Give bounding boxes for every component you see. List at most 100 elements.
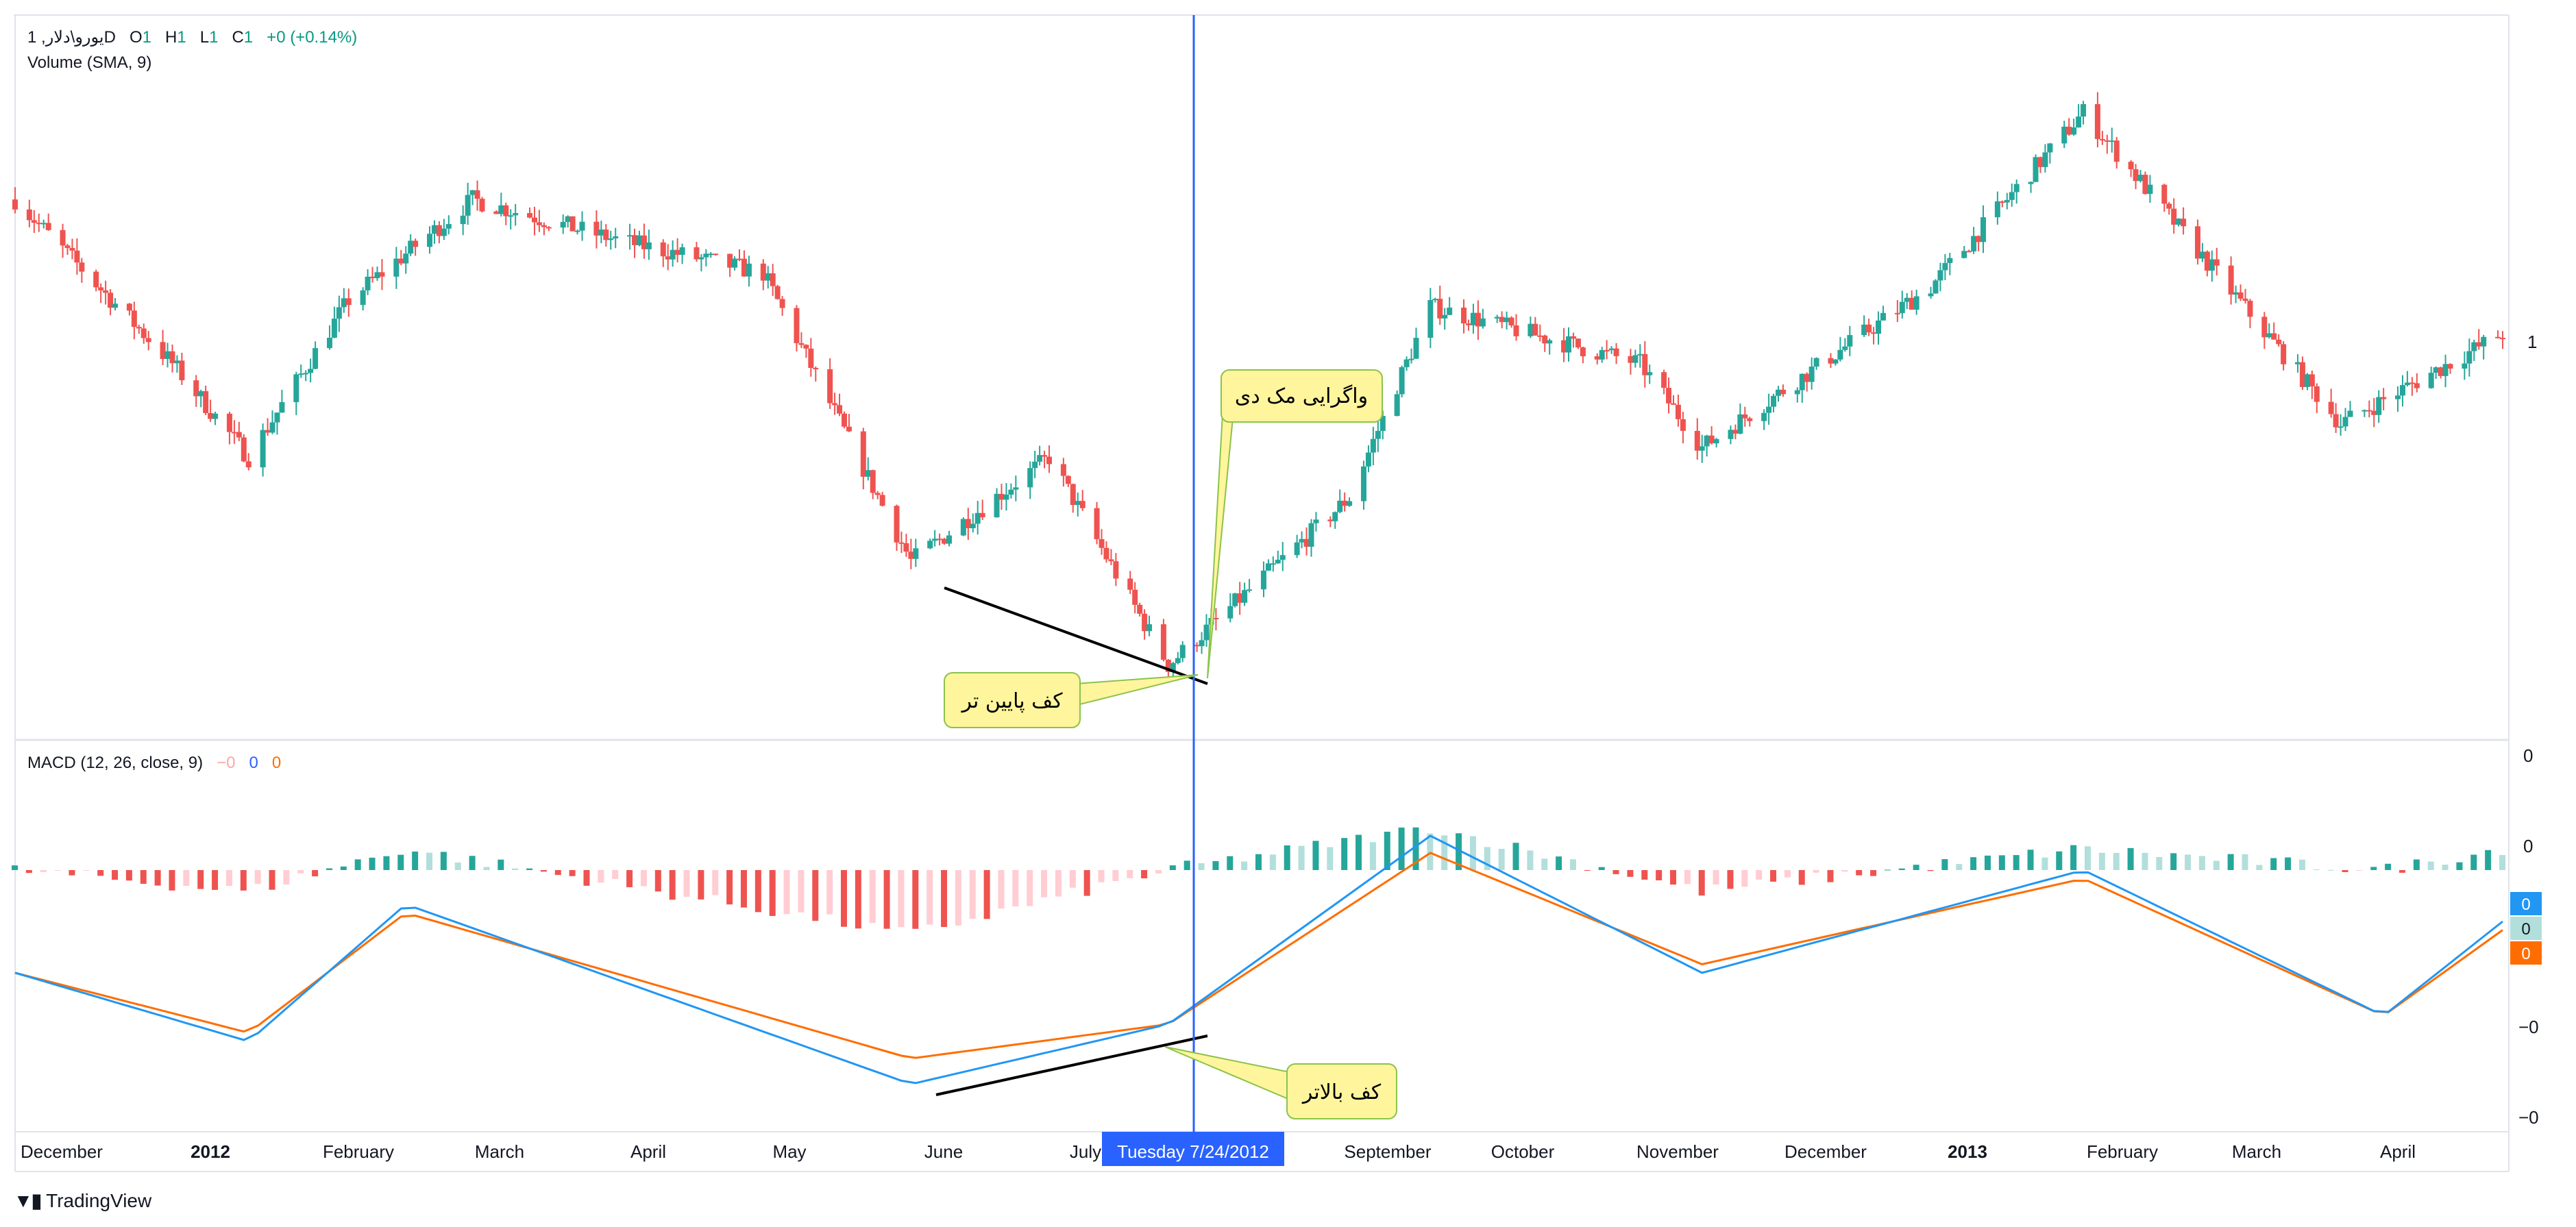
candle-body [1642, 354, 1648, 375]
candle-body [1199, 640, 1205, 647]
candle-body [1137, 604, 1143, 614]
candle-body [93, 271, 99, 288]
histogram-bar [2013, 855, 2020, 870]
histogram-bar [2456, 862, 2463, 870]
histogram-bar [1913, 865, 1919, 870]
candle-body [632, 235, 638, 245]
candle-body [465, 195, 471, 216]
candle-body [69, 247, 75, 251]
callout-higher-low[interactable]: کف بالاتر [1164, 1046, 1397, 1119]
candle-body [1747, 418, 1753, 421]
candle-body [2433, 367, 2439, 373]
time-label-2012: 2012 [191, 1141, 230, 1162]
candle-body [894, 506, 900, 543]
candle-body [1942, 262, 1948, 271]
symbol-legend[interactable]: یورو\دلار, 1D O1 H1 L1 C1 +0 (+0.14%) [27, 27, 357, 47]
candle-body [1704, 435, 1710, 447]
macd-line-value: 0 [249, 754, 258, 772]
signal-value-tag: 0 [2510, 941, 2542, 965]
candle-body [1099, 538, 1105, 548]
candle-body [1237, 593, 1243, 603]
macd-label[interactable]: MACD (12, 26, close, 9) [27, 754, 204, 772]
volume-legend[interactable]: Volume (SMA, 9) [27, 53, 151, 73]
candle-body [2271, 333, 2277, 340]
time-label-jun-2012: June [924, 1141, 963, 1162]
candle-body [2161, 184, 2168, 204]
time-label-mar-2012: March [475, 1141, 524, 1162]
histogram-bar [798, 870, 805, 913]
histogram-bar [1356, 834, 1362, 870]
histogram-bar [2285, 857, 2292, 870]
volume-label[interactable]: Volume (SMA, 9) [27, 53, 152, 72]
candle-body [2376, 397, 2382, 415]
histogram-bar [2256, 865, 2263, 870]
candle-body [903, 543, 909, 552]
candle-body [145, 338, 151, 343]
candle-body [303, 373, 309, 375]
histogram-bar [1756, 870, 1763, 880]
histogram-bar [2356, 870, 2363, 871]
candle-body [2176, 219, 2182, 225]
candle-body [2047, 143, 2053, 153]
macd-higher-low-trendline[interactable] [935, 1034, 1208, 1096]
candle-body [1547, 340, 1553, 344]
candle-body [2037, 157, 2044, 167]
candle-body [1160, 624, 1166, 660]
callout-macd-divergence[interactable]: واگرایی مک دی [1207, 369, 1383, 679]
histogram-bar [1970, 857, 1977, 870]
tradingview-brand[interactable]: ▼▮ TradingView [14, 1189, 151, 1212]
candle-body [2137, 175, 2144, 182]
histogram-bar [2227, 854, 2234, 870]
histogram-bar [755, 870, 761, 913]
candle-body [445, 224, 452, 229]
histogram-bar [1984, 855, 1991, 870]
histogram-bar [1870, 870, 1877, 876]
candle-body [998, 493, 1005, 500]
macd-axis-label-1: 0 [2523, 745, 2533, 766]
candle-body [541, 225, 547, 227]
candle-body [212, 413, 219, 419]
candle-body [379, 272, 385, 277]
candle-body [2338, 426, 2344, 428]
symbol-name[interactable]: یورو\دلار, 1D [27, 28, 116, 47]
high-value: 1 [177, 28, 186, 47]
macd-legend[interactable]: MACD (12, 26, close, 9) −0 0 0 [27, 754, 281, 773]
candle-body [140, 328, 147, 338]
candle-body [870, 470, 876, 493]
histogram-bar [240, 870, 247, 891]
histogram-bar [183, 870, 190, 887]
candle-body [169, 351, 175, 364]
histogram-bar [1141, 870, 1148, 879]
candle-body [31, 220, 37, 223]
candle-body [1504, 317, 1510, 323]
histogram-bar [1884, 869, 1891, 871]
histogram-bar [1098, 870, 1105, 882]
svg-text:0: 0 [2521, 895, 2530, 914]
histogram-bar [326, 868, 332, 870]
candle-body [12, 199, 18, 210]
candle-body [2438, 367, 2444, 376]
candle-body [2495, 336, 2501, 338]
price-lower-low-trendline[interactable] [944, 586, 1208, 685]
candle-body [1037, 455, 1043, 462]
candle-body [226, 413, 232, 432]
candle-body [2381, 397, 2387, 399]
candle-body [1013, 487, 1019, 490]
histogram-bar [2470, 854, 2477, 870]
candle-body [1146, 624, 1153, 632]
histogram-bar [2056, 851, 2063, 870]
candle-body [1008, 489, 1014, 495]
candle-body [603, 230, 609, 240]
histogram-bar [1741, 870, 1748, 887]
histogram-bar [2170, 853, 2177, 870]
histogram-bar [740, 870, 747, 908]
time-label-may-2012: May [772, 1141, 806, 1162]
histogram-bar [898, 870, 905, 928]
candle-body [1561, 340, 1567, 353]
histogram-bar [2185, 854, 2192, 870]
candle-body [2181, 219, 2187, 227]
histogram-bar [454, 863, 461, 870]
histogram-bar [1398, 827, 1405, 870]
callout-lower-low[interactable]: کف پایین تر [944, 672, 1199, 728]
